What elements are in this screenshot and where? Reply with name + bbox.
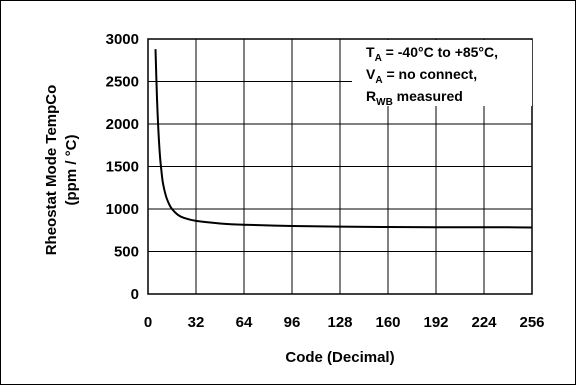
plot-area-border: [147, 38, 533, 295]
annotation-line-3: RWB measured: [366, 88, 463, 108]
x-tick-label: 64: [236, 314, 253, 331]
y-tick-label: 0: [131, 286, 139, 303]
y-tick-label: 1500: [106, 159, 139, 176]
x-tick-label: 192: [423, 314, 448, 331]
annotation-line-2: VA = no connect,: [366, 66, 477, 86]
x-tick-label: 32: [188, 314, 205, 331]
x-tick-label: 224: [471, 314, 497, 331]
y-tick-label: 2500: [106, 74, 139, 91]
x-axis-title: Code (Decimal): [285, 349, 394, 366]
y-tick-label: 3000: [106, 31, 139, 48]
y-axis-title-line1: Rheostat Mode TempCo: [43, 85, 60, 256]
x-tick-label: 160: [375, 314, 400, 331]
annotation-line-1: TA = -40°C to +85°C,: [366, 44, 498, 64]
y-axis-title-line2: (ppm / °C): [63, 135, 80, 206]
annotation: TA = -40°C to +85°C, VA = no connect, RW…: [352, 40, 532, 108]
axes: [147, 38, 533, 295]
x-tick-label: 128: [327, 314, 352, 331]
y-tick-label: 1000: [106, 201, 139, 218]
x-tick-label: 0: [144, 314, 152, 331]
annotation-background: [352, 40, 532, 106]
y-tick-label: 2000: [106, 116, 139, 133]
tick-labels: 0 32 64 96 128 160 192 224 256 0 500 1000 1500 2000 25…: [106, 31, 545, 331]
series-line: [154, 49, 533, 229]
y-tick-label: 500: [114, 244, 139, 261]
series: [154, 49, 533, 229]
x-tick-label: 96: [284, 314, 301, 331]
x-tick-label: 256: [519, 314, 544, 331]
